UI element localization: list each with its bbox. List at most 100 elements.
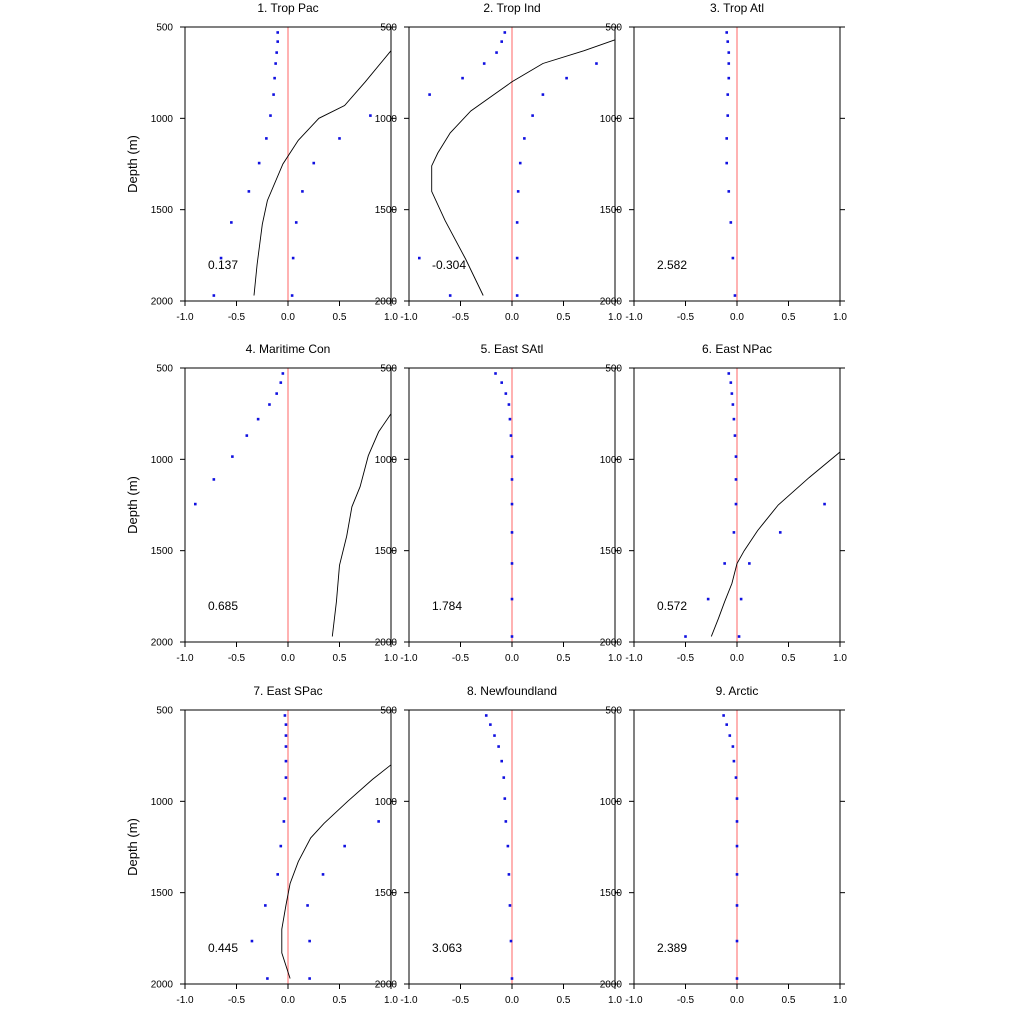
x-tick-label: 1.0 (384, 312, 398, 323)
data-point (725, 137, 728, 140)
y-tick-label: 2000 (600, 297, 623, 308)
data-point (735, 977, 739, 980)
data-point (748, 562, 751, 565)
panel-title: 6. East NPac (702, 342, 772, 356)
data-point (734, 478, 738, 481)
data-point (565, 76, 568, 80)
y-tick-label: 500 (156, 23, 173, 34)
data-point (515, 221, 519, 224)
data-point (506, 844, 510, 848)
data-point (283, 714, 287, 717)
data-point (504, 392, 508, 395)
data-point (428, 93, 431, 96)
data-point (245, 434, 249, 437)
panel-title: 3. Trop Atl (710, 1, 764, 15)
data-point (266, 977, 269, 980)
data-point (284, 759, 288, 763)
panel-title: 9. Arctic (716, 684, 759, 698)
panel-3: -1.0 -0.5 0.0 0.5 1.0 500 1000 1500 2000 3. Trop … (600, 1, 848, 323)
x-tick-label: 0.5 (557, 653, 571, 664)
x-tick-label: -1.0 (400, 995, 418, 1006)
data-point (732, 531, 736, 534)
panel-5: -1.0 -0.5 0.0 0.5 1.0 500 1000 1500 2000 5. East … (375, 342, 623, 664)
data-point (726, 40, 730, 43)
x-tick-label: -1.0 (176, 312, 194, 323)
x-tick-label: -0.5 (452, 995, 470, 1006)
panel-title: 7. East SPac (253, 684, 322, 698)
panel-annotation-value: 3.063 (432, 941, 462, 955)
data-point (727, 76, 731, 80)
data-point (194, 502, 197, 506)
panel-annotation-value: 0.685 (208, 599, 238, 613)
data-point (726, 114, 730, 117)
x-tick-label: -1.0 (176, 995, 194, 1006)
data-point (733, 434, 737, 437)
x-tick-label: 0.5 (333, 312, 347, 323)
data-point (735, 797, 739, 800)
data-point (510, 562, 514, 565)
data-point (823, 502, 826, 506)
data-point (722, 714, 725, 717)
data-point (730, 392, 734, 395)
x-tick-label: -0.5 (677, 995, 695, 1006)
data-point (731, 403, 735, 406)
y-tick-label: 1000 (600, 455, 623, 466)
profile-line (253, 50, 392, 296)
x-tick-label: 0.5 (782, 995, 796, 1006)
y-tick-label: 1000 (375, 114, 398, 125)
data-point (723, 562, 726, 565)
profile-line (331, 413, 392, 637)
data-point (306, 904, 309, 907)
data-point (275, 392, 278, 395)
data-point (510, 502, 514, 506)
data-point (257, 161, 261, 165)
x-tick-label: -1.0 (176, 653, 194, 664)
profile-line (281, 764, 392, 979)
data-point (595, 62, 598, 65)
data-point (283, 797, 287, 800)
data-point (725, 31, 728, 34)
x-tick-label: 0.5 (333, 995, 347, 1006)
x-tick-label: -1.0 (400, 312, 418, 323)
data-point (734, 776, 738, 779)
x-tick-label: -0.5 (452, 312, 470, 323)
data-point (284, 723, 288, 726)
panel-4: -1.0 -0.5 0.0 0.5 1.0 500 1000 1500 2000 4. Marit… (125, 342, 398, 664)
data-point (516, 190, 520, 193)
x-tick-label: 1.0 (833, 995, 847, 1006)
panel-2: -1.0 -0.5 0.0 0.5 1.0 500 1000 1500 2000 2. Trop … (375, 1, 623, 323)
y-axis-label: Depth (m) (125, 135, 140, 193)
y-tick-label: 500 (605, 23, 622, 34)
data-point (541, 93, 545, 96)
profile-line (431, 39, 616, 296)
y-tick-label: 1500 (375, 888, 398, 899)
x-tick-label: 0.5 (333, 653, 347, 664)
data-point (418, 256, 421, 260)
data-point (230, 221, 233, 224)
data-point (727, 372, 731, 375)
y-tick-label: 2000 (600, 638, 623, 649)
data-point (264, 904, 267, 907)
x-tick-label: 1.0 (833, 312, 847, 323)
y-tick-label: 500 (605, 364, 622, 375)
data-point (531, 114, 534, 117)
data-point (497, 745, 500, 748)
data-point (269, 114, 272, 117)
panel-9: -1.0 -0.5 0.0 0.5 1.0 500 1000 1500 2000 9. Arcti… (600, 684, 848, 1006)
data-point (500, 40, 503, 43)
data-point (507, 873, 511, 876)
data-point (732, 417, 736, 421)
y-tick-label: 1500 (600, 888, 623, 899)
data-point (706, 597, 710, 601)
data-point (500, 759, 503, 763)
data-point (247, 190, 251, 193)
data-point (284, 734, 288, 737)
y-tick-label: 1500 (375, 546, 398, 557)
x-tick-label: -0.5 (452, 653, 470, 664)
data-point (734, 502, 738, 506)
data-point (290, 294, 294, 297)
data-point (510, 455, 514, 458)
data-point (729, 221, 733, 224)
data-point (482, 62, 486, 65)
